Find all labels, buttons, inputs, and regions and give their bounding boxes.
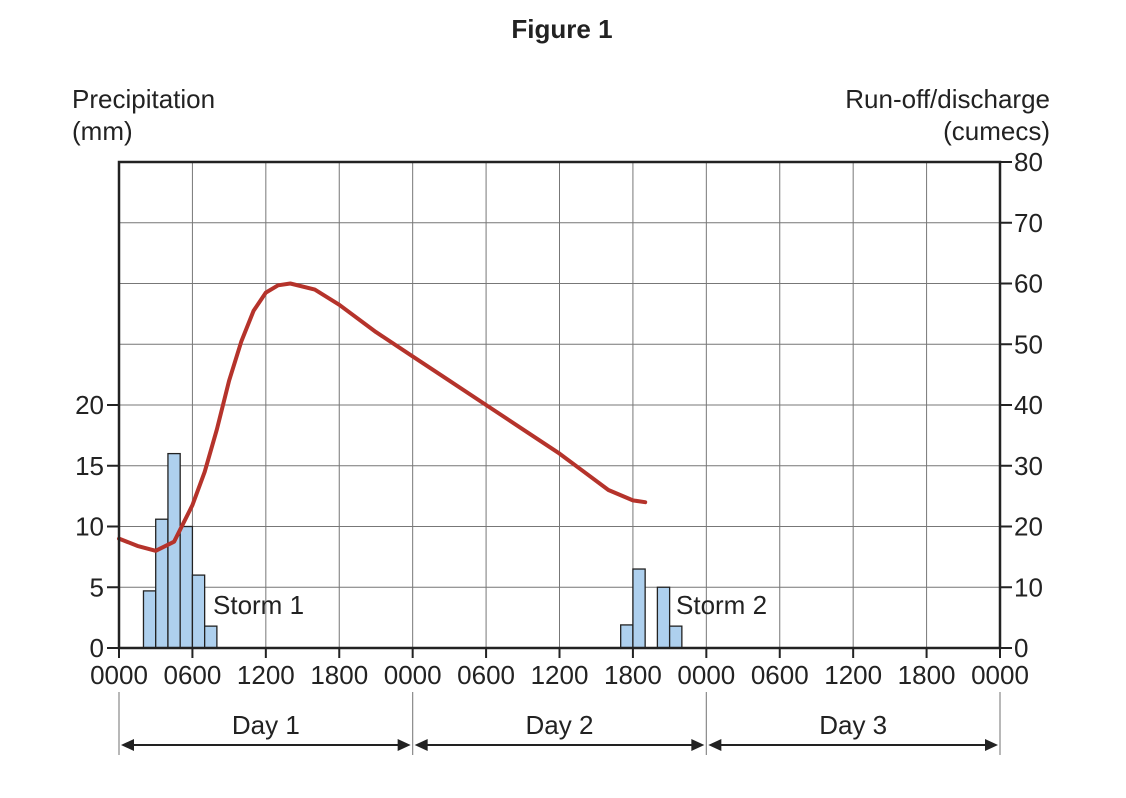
x-tick-label: 0000	[384, 660, 442, 690]
arrow-right-icon	[397, 739, 411, 751]
left-tick-label: 5	[90, 572, 104, 602]
x-tick-label: 0600	[457, 660, 515, 690]
right-tick-label: 70	[1014, 208, 1043, 238]
precipitation-bar	[632, 568, 646, 649]
arrow-left-icon	[121, 739, 134, 751]
left-axis-label-1: Precipitation	[72, 84, 215, 114]
day-label: Day 3	[819, 710, 887, 740]
precipitation-bar	[620, 624, 634, 649]
precipitation-bar	[668, 625, 683, 649]
x-tick-label: 0600	[163, 660, 221, 690]
chart-title: Figure 1	[511, 14, 612, 44]
x-tick-label: 0000	[677, 660, 735, 690]
right-tick-label: 20	[1014, 512, 1043, 542]
x-tick-label: 1800	[898, 660, 956, 690]
arrow-left-icon	[414, 739, 428, 751]
right-axis-label-2: (cumecs)	[943, 116, 1050, 146]
x-tick-label: 1200	[824, 660, 882, 690]
x-tick-label: 1200	[237, 660, 295, 690]
right-tick-label: 0	[1014, 633, 1028, 663]
right-tick-label: 30	[1014, 451, 1043, 481]
arrow-right-icon	[691, 739, 705, 751]
arrow-right-icon	[985, 739, 998, 751]
x-tick-label: 1800	[604, 660, 662, 690]
precipitation-bar	[191, 574, 206, 649]
left-tick-label: 0	[90, 633, 104, 663]
left-tick-label: 10	[75, 512, 104, 542]
right-tick-label: 10	[1014, 572, 1043, 602]
discharge-line	[117, 281, 648, 553]
x-tick-label: 0600	[751, 660, 809, 690]
right-tick-label: 60	[1014, 269, 1043, 299]
arrow-left-icon	[708, 739, 722, 751]
precipitation-bar	[142, 590, 157, 649]
left-axis-label-2: (mm)	[72, 116, 133, 146]
right-tick-label: 80	[1014, 147, 1043, 177]
right-axis-label-1: Run-off/discharge	[845, 84, 1050, 114]
left-tick-label: 15	[75, 451, 104, 481]
x-tick-label: 0000	[90, 660, 148, 690]
x-tick-label: 1800	[310, 660, 368, 690]
precipitation-bar	[656, 586, 671, 649]
day-label: Day 2	[526, 710, 594, 740]
storm-2-label: Storm 2	[676, 590, 767, 620]
x-tick-label: 1200	[531, 660, 589, 690]
left-tick-label: 20	[75, 390, 104, 420]
right-tick-label: 50	[1014, 329, 1043, 359]
storm-1-label: Storm 1	[213, 590, 304, 620]
day-label: Day 1	[232, 710, 300, 740]
right-tick-label: 40	[1014, 390, 1043, 420]
precipitation-bar	[155, 518, 169, 649]
x-tick-label: 0000	[971, 660, 1029, 690]
precipitation-bar	[179, 525, 194, 649]
precipitation-bar	[167, 452, 181, 649]
precipitation-bar	[204, 625, 218, 649]
